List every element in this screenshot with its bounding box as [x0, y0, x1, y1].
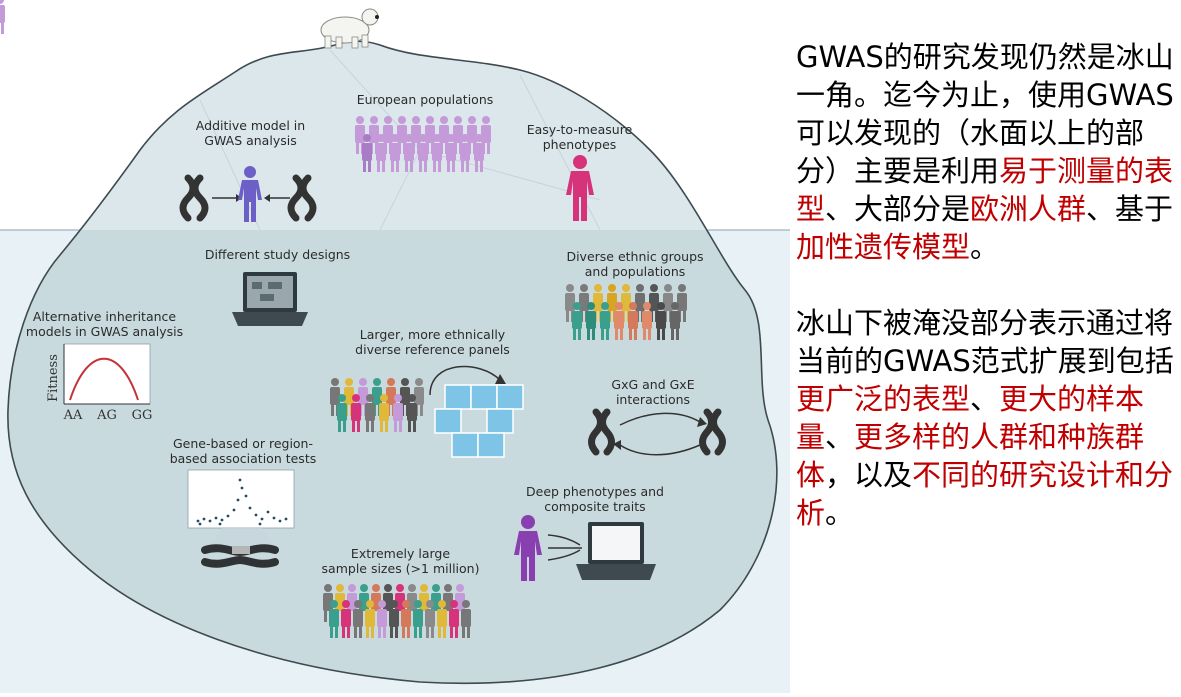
caption-2-text-c: 、 — [825, 420, 855, 454]
puzzle-icon — [434, 384, 524, 458]
deep-phenotype-arrows — [547, 534, 582, 561]
panel-arrow — [429, 365, 501, 396]
caption-2-highlight-larger-samples: 更大的样本量 — [796, 382, 1145, 454]
caption-1-highlight-additive: 加性遗传模型 — [796, 230, 971, 264]
iceberg-outline — [7, 40, 778, 685]
label-reference-panels: Larger, more ethnically diverse referenc… — [355, 327, 510, 357]
caption-1-text-c: 、基于 — [1086, 192, 1174, 226]
label-additive-model: Additive model in GWAS analysis — [195, 118, 306, 148]
label-deep-phenotypes: Deep phenotypes and composite traits — [526, 484, 664, 514]
fitness-tick-ag: AG — [96, 408, 117, 423]
fitness-axis-label: Fitness — [46, 354, 61, 402]
label-diverse-ethnic: Diverse ethnic groups and populations — [566, 249, 704, 279]
label-european-populations: European populations — [356, 92, 494, 107]
iceberg-figure: Fitness AA AG GG — [0, 0, 790, 693]
caption-2-text-d: ，以及 — [825, 458, 913, 492]
caption-1-text-d: 。 — [970, 230, 1000, 264]
caption-paragraph-1: GWAS的研究发现仍然是冰山一角。迄今为止，使用GWAS可以发现的（水面以上的部… — [796, 38, 1176, 266]
fitness-tick-gg: GG — [132, 408, 153, 423]
caption-2-highlight-diverse-populations: 更多样的人群和种族群体 — [796, 420, 1145, 492]
caption-1-highlight-easy-phenotypes: 易于测量的表型 — [796, 154, 1174, 226]
chromosome-magnified-icon — [201, 544, 279, 568]
caption-2-highlight-study-designs: 不同的研究设计和分析 — [796, 458, 1174, 530]
label-gene-based-tests: Gene-based or region- based association … — [169, 436, 317, 466]
polar-bear-icon — [320, 8, 379, 49]
caption-text: GWAS的研究发现仍然是冰山一角。迄今为止，使用GWAS可以发现的（水面以上的部… — [796, 38, 1176, 532]
study-design-laptop-icon — [232, 272, 308, 326]
caption-2-text-e: 。 — [825, 496, 855, 530]
manhattan-plot-icon — [187, 469, 295, 548]
caption-paragraph-2: 冰山下被淹没部分表示通过将当前的GWAS范式扩展到包括更广泛的表型、更大的样本量… — [796, 304, 1176, 532]
fitness-tick-aa: AA — [63, 408, 83, 423]
label-study-designs: Different study designs — [204, 247, 351, 262]
caption-1-text-a: GWAS的研究发现仍然是冰山一角。迄今为止，使用GWAS可以发现的（水面以上的部… — [796, 40, 1174, 188]
caption-1-highlight-european: 欧洲人群 — [970, 192, 1087, 226]
label-large-samples: Extremely large sample sizes (>1 million… — [321, 546, 480, 576]
caption-2-highlight-broader-phenotypes: 更广泛的表型 — [796, 382, 971, 416]
iceberg-illustration: Fitness AA AG GG — [0, 0, 790, 693]
label-easy-phenotypes: Easy-to-measure phenotypes — [526, 122, 633, 152]
caption-2-text-b: 、 — [970, 382, 1000, 416]
fitness-plot: Fitness AA AG GG — [46, 343, 153, 423]
label-inheritance-models: Alternative inheritance models in GWAS a… — [25, 309, 184, 339]
caption-1-text-b: 、大部分是 — [825, 192, 971, 226]
european-crowd-icon — [0, 0, 491, 172]
deep-phenotype-person-icon — [514, 515, 542, 581]
fitness-curve — [69, 357, 139, 401]
label-gxg-gxe: GxG and GxE interactions — [611, 377, 695, 407]
caption-2-text-a: 冰山下被淹没部分表示通过将当前的GWAS范式扩展到包括 — [796, 306, 1174, 378]
gxg-interaction-icon — [588, 408, 726, 456]
easy-phenotype-person-icon — [566, 155, 594, 221]
deep-phenotype-laptop-icon — [576, 522, 656, 580]
additive-model-icon — [179, 166, 317, 222]
